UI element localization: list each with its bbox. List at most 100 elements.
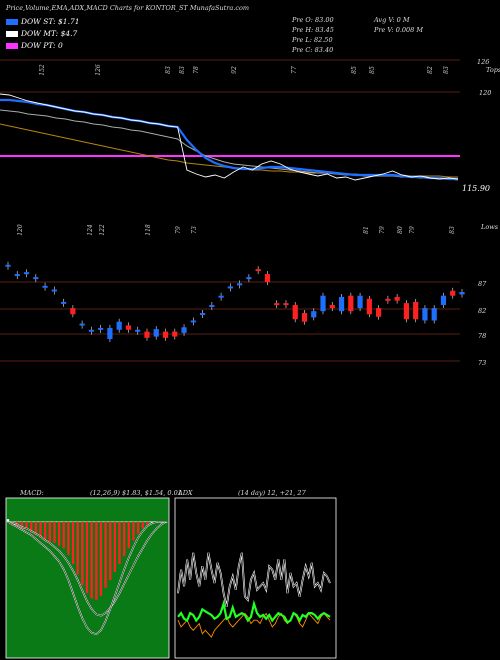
candle [329, 305, 335, 309]
legend-dow-st: DOW ST: $1.71 [6, 17, 80, 26]
price-top-label: 83 [165, 66, 172, 74]
price-axis-label-3: 115.90 [462, 184, 490, 193]
avg-volume: Avg V: 0 M [374, 16, 410, 24]
ema-long-line [0, 123, 458, 178]
candle [42, 285, 48, 288]
candle [376, 308, 382, 317]
candle [88, 329, 94, 332]
price-panel: 152 126 83 83 78 92 77 85 85 82 83 [0, 59, 460, 181]
macd-histogram-bar [90, 521, 93, 599]
candle [440, 295, 447, 305]
macd-series [6, 519, 168, 636]
candle [51, 289, 57, 292]
candle [264, 274, 271, 283]
candle [70, 308, 76, 315]
price-top-label: 126 [95, 64, 102, 76]
candle-top-label: 124 [87, 224, 94, 236]
macd-histogram-bar [136, 521, 140, 534]
ema-short-line [0, 98, 458, 181]
candle [246, 277, 252, 280]
candle [394, 296, 400, 301]
candle [311, 311, 317, 318]
candle [33, 277, 39, 280]
macd-params: (12,26,9) $1.83, $1.54, 0.01 [90, 489, 182, 497]
price-top-label: 152 [39, 64, 46, 76]
candle [413, 301, 419, 320]
macd-histogram-bar [81, 521, 84, 586]
adx-plus-di-line [177, 599, 331, 624]
macd-histogram-bar [141, 521, 144, 529]
legend-swatch-pt [6, 43, 18, 49]
ohlc-open: Pre O: 83.00 [292, 16, 334, 24]
macd-histogram-bar [95, 521, 98, 600]
candle [181, 327, 187, 333]
macd-histogram-bar [122, 521, 126, 557]
candle-top-label: 118 [145, 224, 152, 236]
candle [107, 327, 113, 340]
ohlc-high: Pre H: 83.45 [292, 26, 334, 34]
candle-top-label: 79 [175, 226, 182, 234]
candle-panel: 120 124 122 118 79 73 81 79 80 79 83 [0, 224, 465, 362]
candle-top-labels: 120 124 122 118 79 73 81 79 80 79 83 [17, 224, 456, 236]
price-top-label: 77 [291, 66, 298, 74]
macd-histogram-bar [146, 521, 149, 525]
price-top-label: 92 [231, 66, 238, 74]
macd-histogram-bar [48, 521, 52, 542]
macd-histogram-bar [76, 521, 79, 575]
candle [301, 313, 308, 322]
candle [283, 303, 289, 306]
candle-top-label: 80 [397, 226, 404, 234]
candle [292, 305, 298, 320]
candle-top-label: 79 [379, 226, 386, 234]
macd-histogram-bar [85, 521, 89, 594]
candle [459, 292, 465, 295]
candle [450, 290, 456, 296]
macd-histogram-bar [99, 521, 103, 596]
ema-mid-line [0, 109, 459, 181]
macd-histogram-bar [57, 521, 61, 546]
candle-axis-corner: Lows [481, 223, 499, 231]
candle [190, 320, 196, 323]
candle [162, 331, 169, 338]
candle [237, 283, 243, 286]
candle [199, 313, 206, 316]
candle-top-label: 120 [17, 224, 24, 236]
price-top-label: 78 [193, 66, 200, 74]
macd-histogram-bar [118, 521, 121, 565]
macd-histogram-bar [67, 521, 70, 555]
chart-title: Price,Volume,EMA,ADX,MACD Charts for KON… [6, 4, 250, 12]
legend-dow-mt: DOW MT: $4.7 [6, 29, 77, 38]
adx-params: (14 day) 12, +21, 27 [238, 489, 306, 497]
candles [5, 261, 465, 343]
candle [338, 296, 345, 312]
price-lines [0, 93, 460, 181]
candle-top-label: 79 [409, 226, 416, 234]
adx-series [177, 552, 331, 638]
candle-top-label: 81 [363, 226, 370, 234]
candle [227, 286, 233, 289]
macd-title: MACD: [20, 489, 44, 497]
candle-top-label: 83 [449, 226, 456, 234]
candle [172, 331, 178, 337]
macd-histogram-bar [30, 521, 33, 533]
adx-title: ADX [178, 489, 193, 497]
price-top-labels: 152 126 83 83 78 92 77 85 85 82 83 [39, 64, 450, 76]
macd-histogram-bar [62, 521, 65, 549]
candle [116, 321, 122, 330]
candle-axis-label-4: 73 [478, 359, 487, 367]
candle [320, 295, 326, 312]
ohlc-close: Pre C: 83.40 [292, 46, 334, 54]
price-top-label: 85 [351, 66, 358, 74]
macd-histogram-bar [109, 521, 112, 580]
macd-histogram-bar [20, 521, 24, 529]
legend-label-pt: DOW PT: 0 [21, 41, 63, 50]
adx-minus-di-line [177, 612, 331, 638]
candle [403, 303, 410, 320]
candle [422, 308, 428, 321]
macd-histogram-bar [150, 521, 154, 523]
macd-histogram-bar [34, 521, 38, 536]
macd-histogram-bar [43, 521, 47, 541]
legend-swatch-st [6, 19, 18, 25]
candle [135, 329, 141, 332]
